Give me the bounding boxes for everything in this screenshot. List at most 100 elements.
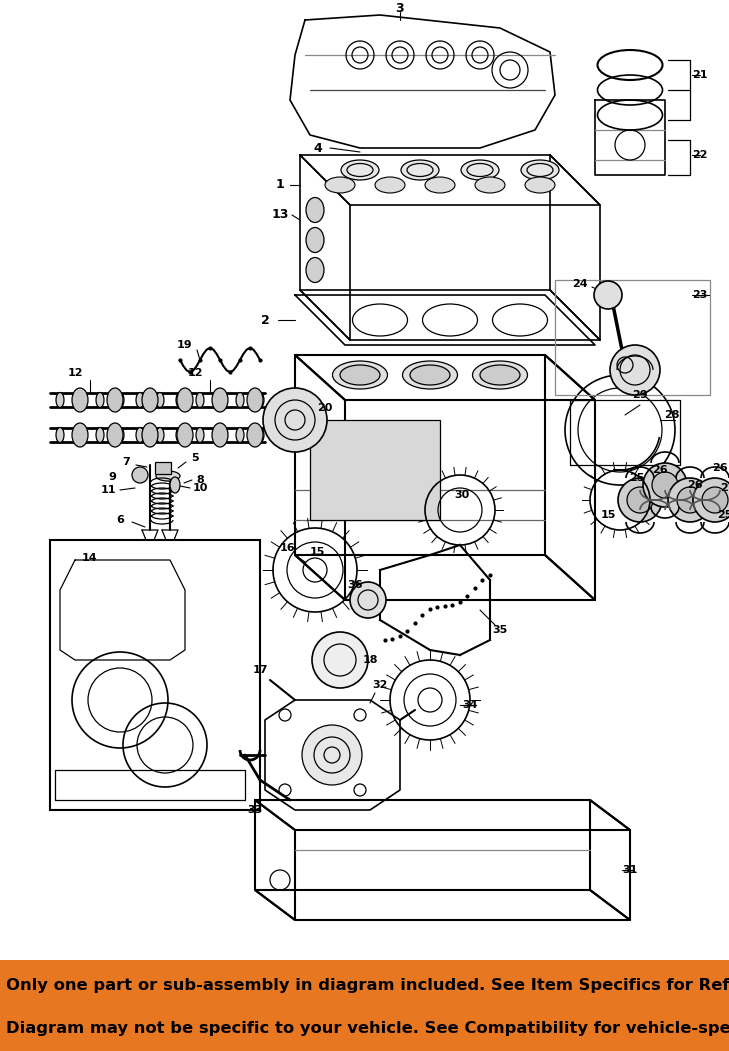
Circle shape [702,487,728,513]
Text: 24: 24 [572,279,588,289]
Text: 22: 22 [693,150,708,160]
Ellipse shape [340,365,380,385]
Ellipse shape [107,423,123,447]
Ellipse shape [96,392,104,408]
Ellipse shape [212,423,228,447]
Text: 10: 10 [192,483,208,493]
Text: 17: 17 [252,665,268,675]
Ellipse shape [142,423,158,447]
Text: 11: 11 [101,485,116,495]
Circle shape [350,582,386,618]
Text: 15: 15 [309,547,324,557]
Text: 12: 12 [187,368,203,378]
Ellipse shape [216,392,224,408]
Circle shape [594,281,622,309]
Circle shape [668,478,712,522]
Text: 26: 26 [652,465,668,475]
Ellipse shape [521,160,559,180]
Ellipse shape [236,428,244,442]
Ellipse shape [475,177,505,193]
Ellipse shape [410,365,450,385]
Ellipse shape [216,428,224,442]
Ellipse shape [525,177,555,193]
Text: 20: 20 [317,403,332,413]
Circle shape [610,345,660,395]
Circle shape [263,388,327,452]
Text: 29: 29 [632,390,648,400]
Text: 30: 30 [454,490,469,500]
Ellipse shape [247,388,263,412]
Ellipse shape [72,388,88,412]
Ellipse shape [256,392,264,408]
Ellipse shape [196,428,204,442]
Text: 35: 35 [492,625,507,635]
Text: 6: 6 [116,515,124,526]
Ellipse shape [247,423,263,447]
Ellipse shape [375,177,405,193]
Ellipse shape [177,388,193,412]
Ellipse shape [142,388,158,412]
Ellipse shape [176,392,184,408]
Circle shape [627,487,653,513]
Text: Diagram may not be specific to your vehicle. See Compatibility for vehicle-speci: Diagram may not be specific to your vehi… [6,1021,729,1035]
Circle shape [643,463,687,507]
Text: 31: 31 [623,865,638,875]
Ellipse shape [170,477,180,493]
Circle shape [652,472,678,498]
Ellipse shape [96,428,104,442]
Text: 28: 28 [664,410,679,420]
Circle shape [132,467,148,483]
Text: 4: 4 [313,142,322,154]
Text: 25: 25 [717,510,729,520]
Circle shape [312,632,368,688]
Text: 1: 1 [276,179,284,191]
Ellipse shape [107,388,123,412]
Ellipse shape [256,428,264,442]
Ellipse shape [325,177,355,193]
Text: 8: 8 [196,475,204,485]
Ellipse shape [461,160,499,180]
Text: 13: 13 [271,208,289,222]
Ellipse shape [306,257,324,283]
Ellipse shape [56,428,64,442]
Ellipse shape [306,198,324,223]
Ellipse shape [472,360,528,389]
Ellipse shape [212,388,228,412]
Ellipse shape [156,428,164,442]
Text: 26: 26 [687,480,703,490]
Ellipse shape [425,177,455,193]
Text: 12: 12 [67,368,83,378]
Ellipse shape [156,471,180,481]
Circle shape [693,478,729,522]
Text: 5: 5 [191,453,199,463]
Ellipse shape [136,428,144,442]
Text: 18: 18 [362,655,378,665]
Ellipse shape [156,392,164,408]
Text: 27: 27 [720,483,729,493]
Text: 19: 19 [177,341,192,350]
Ellipse shape [196,392,204,408]
Text: Only one part or sub-assembly in diagram included. See Item Specifics for Refere: Only one part or sub-assembly in diagram… [6,978,729,993]
Ellipse shape [236,392,244,408]
Text: 9: 9 [108,472,116,482]
Ellipse shape [76,392,84,408]
Circle shape [618,478,662,522]
Text: 25: 25 [629,473,644,483]
Bar [155,462,171,474]
Text: 36: 36 [347,580,363,590]
Text: 23: 23 [693,290,708,300]
Text: 3: 3 [396,1,405,15]
Text: 14: 14 [82,553,98,563]
Ellipse shape [56,392,64,408]
Text: 7: 7 [122,457,130,467]
Ellipse shape [176,428,184,442]
Ellipse shape [402,360,458,389]
Text: 26: 26 [712,463,728,473]
Text: 15: 15 [600,510,616,520]
Ellipse shape [341,160,379,180]
Text: 21: 21 [693,70,708,80]
Text: 2: 2 [261,313,270,327]
Text: 34: 34 [462,700,477,710]
Ellipse shape [306,227,324,252]
Bar [50,540,260,810]
